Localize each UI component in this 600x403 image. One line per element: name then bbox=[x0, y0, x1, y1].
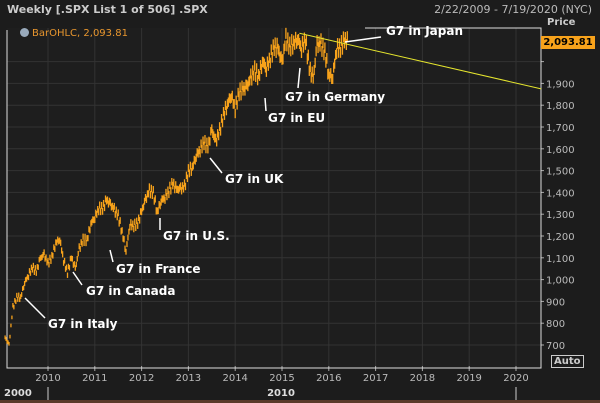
x-tick-label: 2015 bbox=[269, 373, 294, 384]
y-tick-label: 1,800 bbox=[546, 101, 575, 112]
annotation-arrow bbox=[72, 271, 83, 286]
y-tick-label: 800 bbox=[546, 319, 565, 330]
x-tick-label: 2016 bbox=[316, 373, 341, 384]
plot-border bbox=[6, 27, 542, 369]
x-tick-label: 2017 bbox=[363, 373, 388, 384]
era-label-2010: 2010 bbox=[267, 388, 295, 399]
annotation-arrow bbox=[264, 97, 267, 112]
y-tick-label: 1,200 bbox=[546, 232, 575, 243]
series-legend[interactable]: BarOHLC, 2,093.81 bbox=[20, 28, 128, 39]
y-tick-label: 700 bbox=[546, 341, 565, 352]
x-tick-label: 2020 bbox=[503, 373, 528, 384]
y-tick-label: 1,600 bbox=[546, 145, 575, 156]
y-tick-label: 900 bbox=[546, 297, 565, 308]
annotation-label: G7 in Italy bbox=[48, 317, 118, 331]
era-label-2000: 2000 bbox=[4, 388, 32, 399]
annotation-label: G7 in UK bbox=[225, 172, 284, 186]
x-tick-label: 2013 bbox=[176, 373, 201, 384]
trend-line bbox=[299, 32, 542, 90]
legend-label: BarOHLC, 2,093.81 bbox=[32, 28, 128, 39]
annotation-label: G7 in EU bbox=[268, 111, 325, 125]
chart-title: Weekly [.SPX List 1 of 506] .SPX bbox=[7, 3, 208, 16]
annotation-label: G7 in Japan bbox=[386, 24, 463, 38]
clock-icon bbox=[20, 28, 29, 37]
y-tick-label: 1,300 bbox=[546, 210, 575, 221]
y-tick-label: 1,900 bbox=[546, 79, 575, 90]
y-tick-label: 1,400 bbox=[546, 188, 575, 199]
annotation-arrow bbox=[109, 249, 114, 263]
annotation-arrow bbox=[209, 157, 223, 174]
x-tick-label: 2014 bbox=[222, 373, 247, 384]
x-tick-label: 2011 bbox=[82, 373, 107, 384]
annotation-arrow bbox=[344, 36, 382, 43]
x-tick-label: 2018 bbox=[410, 373, 435, 384]
annotation-label: G7 in Canada bbox=[86, 284, 175, 298]
y-tick-label: 1,700 bbox=[546, 123, 575, 134]
x-tick-label: 2010 bbox=[35, 373, 60, 384]
annotation-label: G7 in U.S. bbox=[163, 229, 230, 243]
annotation-label: G7 in France bbox=[116, 262, 200, 276]
y-tick-label: 1,100 bbox=[546, 254, 575, 265]
last-price-badge: 2,093.81 bbox=[541, 36, 595, 49]
y-tick-label: 1,500 bbox=[546, 167, 575, 178]
x-tick-label: 2012 bbox=[129, 373, 154, 384]
footer-bar bbox=[0, 400, 600, 403]
date-range[interactable]: 2/22/2009 - 7/19/2020 (NYC) bbox=[434, 3, 592, 16]
auto-scale-button[interactable]: Auto bbox=[551, 355, 584, 368]
x-tick-label: 2019 bbox=[456, 373, 481, 384]
annotation-arrow bbox=[24, 297, 46, 319]
y-tick-label: 1,000 bbox=[546, 276, 575, 287]
annotation-arrow bbox=[297, 67, 301, 89]
price-axis-title: Price bbox=[547, 17, 576, 28]
annotation-label: G7 in Germany bbox=[285, 90, 385, 104]
plot-area bbox=[7, 28, 541, 368]
